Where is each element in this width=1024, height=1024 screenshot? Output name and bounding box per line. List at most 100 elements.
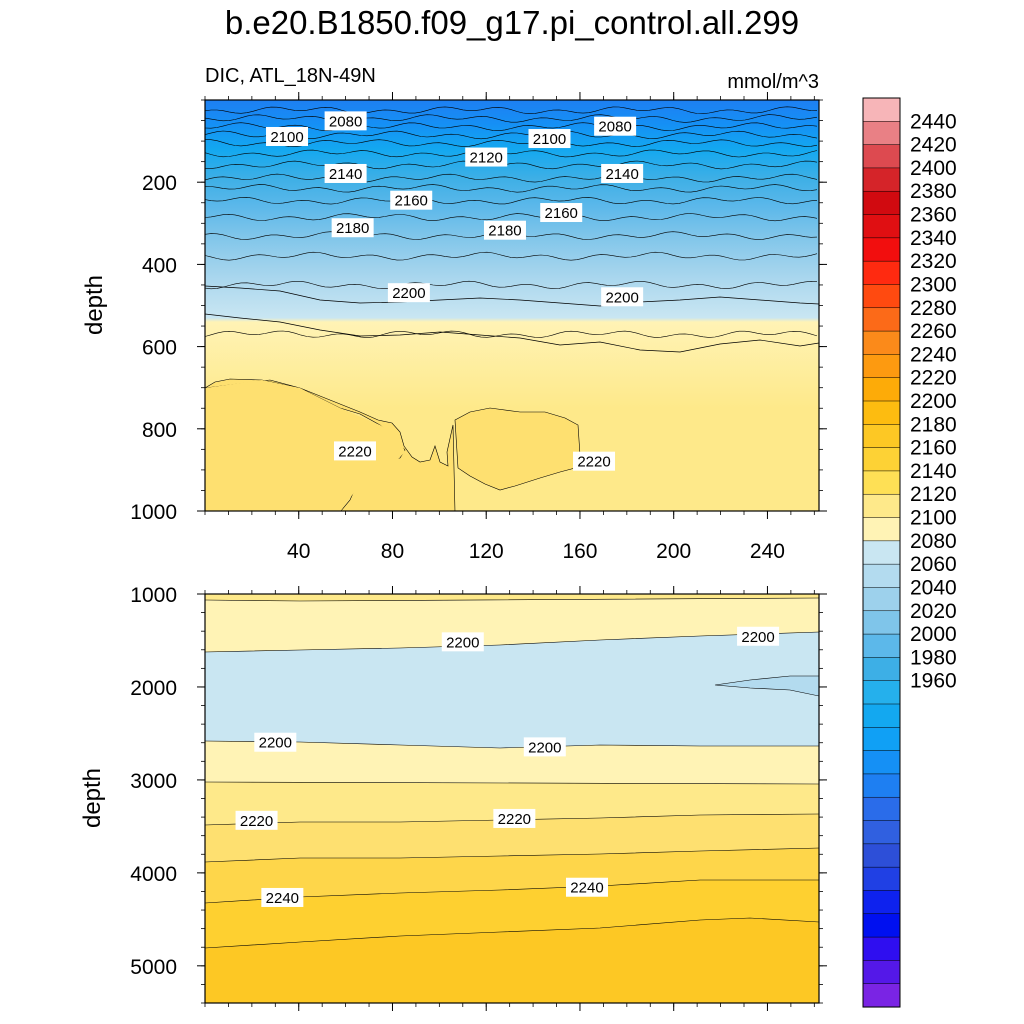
upper-contour-2210-line (205, 313, 819, 353)
y-tick-label: 800 (142, 419, 177, 442)
colorbar-label: 2340 (910, 227, 957, 250)
colorbar-swatch (862, 330, 901, 355)
colorbar-label: 2100 (910, 507, 957, 530)
svg-text:2240: 2240 (266, 890, 299, 907)
lower-axes: 1000 2000 3000 4000 5000 (130, 584, 827, 1011)
lower-panel: 2200 2200 2200 2200 2220 2220 2240 2240 (205, 594, 819, 1003)
upper-contour-line (205, 114, 818, 123)
svg-text:2180: 2180 (336, 220, 369, 237)
y-tick-label: 3000 (130, 770, 177, 793)
colorbar-label: 2060 (910, 553, 957, 576)
colorbar-label: 2140 (910, 460, 957, 483)
colorbar-swatch (862, 820, 901, 845)
contour-label: 2220 (493, 808, 536, 828)
svg-text:2200: 2200 (392, 285, 425, 302)
colorbar-swatch (862, 750, 901, 775)
contour-label: 2100 (266, 126, 309, 146)
upper-contour-line (205, 213, 818, 222)
contour-label: 2180 (331, 218, 374, 238)
svg-text:2120: 2120 (470, 150, 503, 167)
colorbar-label: 1980 (910, 646, 957, 669)
lower-contour-labels: 2200 2200 2200 2200 2220 2220 2240 2240 (235, 626, 780, 907)
colorbar-swatch (862, 563, 901, 589)
contour-label: 2160 (390, 190, 433, 210)
colorbar-label: 2260 (910, 320, 957, 343)
contour-label: 2160 (540, 203, 583, 223)
contour-label: 2200 (441, 632, 484, 652)
colorbar-swatch (862, 843, 901, 868)
colorbar-label: 2020 (910, 600, 957, 623)
x-tick-label: 240 (750, 540, 785, 563)
lower-region-2180 (714, 675, 819, 697)
colorbar: 2440242024002380236023402320230022802260… (862, 97, 957, 1008)
colorbar-label: 2120 (910, 483, 957, 506)
lower-band-2230 (205, 848, 819, 903)
svg-text:2080: 2080 (329, 113, 362, 130)
colorbar-label: 2320 (910, 250, 957, 273)
upper-contour-line (205, 184, 818, 193)
colorbar-swatch (862, 866, 901, 892)
y-tick-label: 4000 (130, 863, 177, 886)
colorbar-swatch (862, 400, 901, 425)
contour-label: 2200 (523, 737, 566, 757)
lower-contour-lines (205, 597, 819, 949)
contour-label: 2100 (528, 129, 571, 149)
upper-panel: 2080 2100 2100 2080 2120 2140 2140 2160 2160 2180… (205, 100, 819, 511)
colorbar-label: 2200 (910, 390, 957, 413)
colorbar-label: 2240 (910, 343, 957, 366)
colorbar-swatch (862, 633, 901, 658)
svg-text:2160: 2160 (545, 205, 578, 222)
lower-band-2210 (205, 782, 819, 825)
colorbar-swatch (862, 587, 901, 612)
contour-label: 2200 (387, 283, 430, 303)
colorbar-label: 2000 (910, 623, 957, 646)
colorbar-swatch (862, 377, 901, 402)
colorbar-swatch (862, 237, 901, 262)
upper-contour-line (205, 280, 818, 290)
colorbar-swatch (862, 493, 901, 519)
colorbar-swatch (862, 307, 901, 332)
colorbar-label: 2160 (910, 437, 957, 460)
lower-band-2200-top (205, 598, 819, 652)
y-tick-label: 600 (142, 337, 177, 360)
upper-contour-line (205, 330, 818, 338)
contour-label: 2220 (573, 451, 616, 471)
colorbar-swatch (862, 680, 901, 705)
colorbar-label: 2080 (910, 530, 957, 553)
colorbar-label: 2280 (910, 297, 957, 320)
colorbar-swatch (862, 983, 901, 1008)
upper-region-2220-left-body (205, 380, 405, 511)
colorbar-label: 2220 (910, 367, 957, 390)
upper-contour-line (205, 251, 818, 261)
lower-band-2200-mid (205, 741, 819, 784)
contour-label: 2080 (324, 111, 367, 131)
colorbar-swatch (862, 260, 901, 286)
colorbar-swatch (862, 424, 901, 449)
upper-contour-line (205, 173, 818, 183)
svg-text:2100: 2100 (270, 129, 303, 146)
contour-label: 2220 (235, 810, 278, 830)
colorbar-swatch (862, 960, 901, 985)
colorbar-label: 2420 (910, 134, 957, 157)
upper-contour-line (205, 106, 818, 115)
contour-label: 2240 (565, 877, 608, 897)
svg-text:2180: 2180 (488, 223, 521, 240)
colorbar-swatch (862, 890, 901, 915)
upper-contour-2200-line (205, 285, 819, 307)
contour-label: 2240 (261, 887, 304, 907)
colorbar-swatch (862, 190, 901, 216)
x-tick-label: 40 (287, 540, 310, 563)
x-tick-label: 80 (381, 540, 404, 563)
upper-contour-labels: 2080 2100 2100 2080 2120 2140 2140 2160 2160 2180… (266, 111, 644, 471)
subtitle-right: mmol/m^3 (727, 71, 819, 93)
upper-axes: 40 80 120 160 200 240 200 400 600 800 1000 (130, 92, 827, 563)
svg-text:2140: 2140 (605, 166, 638, 183)
x-tick-label: 160 (562, 540, 597, 563)
chart-title: b.e20.B1850.f09_g17.pi_control.all.299 (224, 4, 800, 41)
colorbar-swatch (862, 447, 901, 472)
upper-ylabel: depth (81, 275, 108, 335)
colorbar-swatch (862, 540, 901, 565)
colorbar-label: 2300 (910, 274, 957, 297)
colorbar-label: 1960 (910, 670, 957, 693)
y-tick-label: 400 (142, 254, 177, 277)
